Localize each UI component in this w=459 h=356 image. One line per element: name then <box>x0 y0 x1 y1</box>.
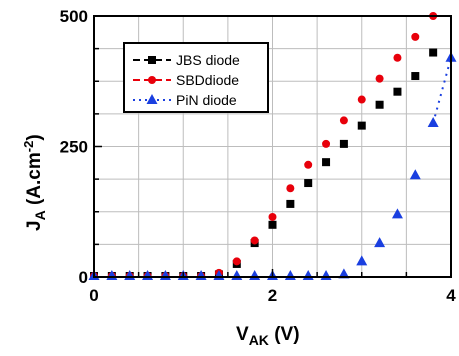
x-tick-label: 4 <box>446 286 456 305</box>
axes-ticks: 0 2 4 0 250 500 <box>60 7 457 305</box>
legend-label: SBDdiode <box>176 72 239 88</box>
data-point-triangle <box>427 117 439 128</box>
data-point-triangle <box>284 270 296 280</box>
x-axis-title-unit: (V) <box>269 324 300 345</box>
series-line-triangle <box>432 57 452 124</box>
data-point-circle <box>304 160 313 169</box>
data-point-circle <box>322 139 331 148</box>
legend-label: PiN diode <box>176 92 237 108</box>
x-tick-label: 2 <box>268 286 277 305</box>
data-point-triangle <box>231 270 243 280</box>
data-point-square <box>339 139 348 148</box>
data-point-triangle <box>391 208 403 219</box>
data-point-circle <box>250 236 259 245</box>
data-point-circle <box>339 116 348 125</box>
data-point-triangle <box>409 169 421 180</box>
data-point-circle <box>232 257 241 266</box>
data-point-square <box>357 121 366 130</box>
data-point-triangle <box>249 270 261 280</box>
data-point-circle <box>411 32 420 41</box>
legend-box <box>123 42 269 113</box>
data-point-circle <box>357 95 366 104</box>
y-tick-label: 250 <box>60 138 88 157</box>
legend: JBS diode SBDdiode PiN diode <box>123 42 269 113</box>
x-axis-title-main: V <box>236 324 249 345</box>
y-axis-title-unit: (A.cm <box>24 152 45 210</box>
data-point-square <box>286 199 295 208</box>
legend-label-suffix: diode <box>205 72 239 88</box>
data-point-circle <box>375 74 384 83</box>
legend-marker-triangle <box>146 94 158 104</box>
data-point-triangle <box>356 255 368 266</box>
legend-marker-circle <box>148 76 156 84</box>
data-point-square <box>393 87 402 96</box>
data-point-square <box>429 48 438 57</box>
y-tick-label: 0 <box>79 268 88 287</box>
data-point-circle <box>286 184 295 193</box>
grid <box>94 16 451 277</box>
data-point-circle <box>268 212 277 221</box>
data-point-circle <box>393 53 402 62</box>
data-point-triangle <box>320 270 332 280</box>
data-point-square <box>375 100 384 109</box>
data-point-triangle <box>338 268 350 279</box>
x-axis-title: VAK (V) <box>236 324 300 348</box>
legend-marker-square <box>148 56 156 64</box>
y-tick-label: 500 <box>60 7 88 26</box>
y-axis-title-exp: -2 <box>21 141 36 153</box>
data-point-square <box>304 179 313 188</box>
legend-label: JBS diode <box>176 52 240 68</box>
y-axis-title-sub: A <box>32 210 48 220</box>
x-axis-title-sub: AK <box>249 332 269 348</box>
data-point-square <box>268 220 277 229</box>
y-axis-title-close: ) <box>24 134 45 140</box>
data-point-square <box>322 158 331 167</box>
y-axis-title-main: J <box>24 220 45 231</box>
x-tick-label: 0 <box>89 286 98 305</box>
data-point-square <box>411 72 420 81</box>
data-point-triangle <box>374 237 386 248</box>
data-point-triangle <box>302 270 314 280</box>
y-axis-title: JA (A.cm-2) <box>21 134 48 231</box>
